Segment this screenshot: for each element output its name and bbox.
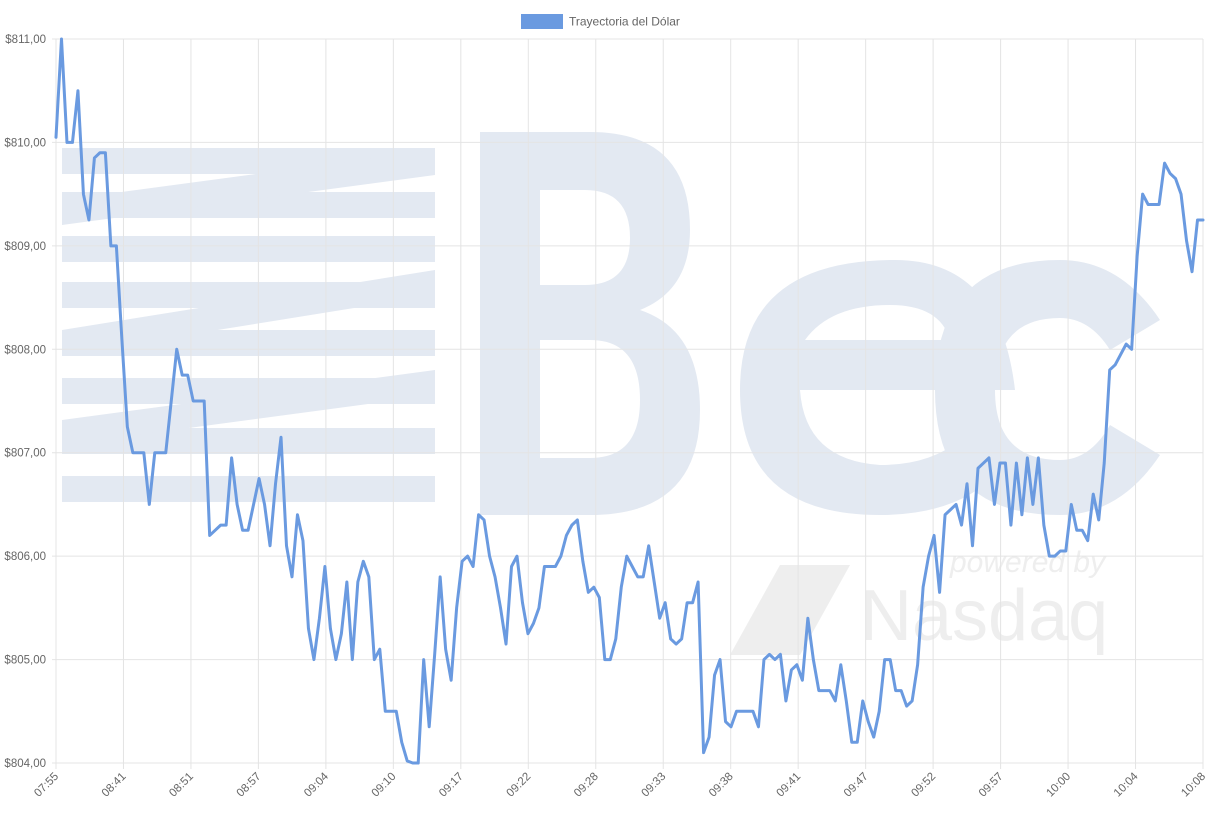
x-tick-label: 09:28 — [572, 771, 601, 800]
x-tick-label: 10:04 — [1112, 770, 1141, 799]
series-layer — [54, 37, 1205, 765]
x-tick-label: 10:00 — [1044, 771, 1073, 800]
series-line — [54, 37, 1205, 765]
x-tick-label: 09:22 — [505, 771, 534, 800]
x-tick-label: 08:41 — [100, 771, 129, 800]
x-tick-label: 09:10 — [370, 771, 399, 800]
grid-layer — [52, 38, 1204, 769]
watermark-zigzag — [62, 370, 435, 445]
watermark-stripe — [62, 476, 435, 502]
y-tick-label: $807,00 — [4, 448, 46, 460]
watermark-zigzag — [62, 150, 435, 225]
watermark-powered-by: powered by — [949, 546, 1107, 579]
y-tick-label: $811,00 — [5, 34, 46, 46]
x-tick-label: 09:04 — [302, 770, 331, 799]
watermark-letter-c — [935, 260, 1160, 515]
x-tick-label: 09:38 — [707, 771, 736, 800]
x-tick-label: 09:52 — [909, 771, 938, 800]
x-tick-label: 09:47 — [842, 771, 871, 800]
legend-label[interactable]: Trayectoria del Dólar — [569, 15, 680, 29]
watermark-stripe — [62, 236, 435, 262]
watermark-zigzag — [62, 270, 435, 355]
x-tick-label: 09:33 — [640, 771, 669, 800]
y-tick-label: $805,00 — [4, 655, 46, 667]
y-tick-label: $809,00 — [4, 241, 46, 253]
x-tick-label: 08:57 — [235, 771, 264, 800]
x-tick-label: 09:41 — [774, 771, 803, 800]
watermark-nasdaq: Nasdaq — [860, 576, 1108, 656]
x-tick-label: 08:51 — [167, 771, 196, 800]
x-tick-label: 09:57 — [977, 771, 1006, 800]
y-tick-label: $810,00 — [4, 137, 46, 149]
y-tick-label: $804,00 — [4, 758, 46, 770]
y-tick-label: $808,00 — [4, 344, 46, 356]
x-tick-label: 07:55 — [32, 771, 61, 800]
y-axis-ticks: $804,00 $805,00 $806,00 $807,00 $808,00 $809,… — [4, 34, 46, 770]
nasdaq-logo-icon — [730, 565, 850, 655]
watermark-letter-b — [480, 132, 700, 515]
x-tick-label: 10:08 — [1179, 771, 1208, 800]
legend[interactable]: Trayectoria del Dólar — [521, 14, 680, 29]
x-axis-ticks: 07:55 08:41 08:51 08:57 09:04 09:10 09:17 09:22… — [32, 770, 1208, 799]
x-tick-label: 09:17 — [437, 771, 466, 800]
legend-swatch[interactable] — [521, 14, 563, 29]
y-tick-label: $806,00 — [4, 551, 46, 563]
